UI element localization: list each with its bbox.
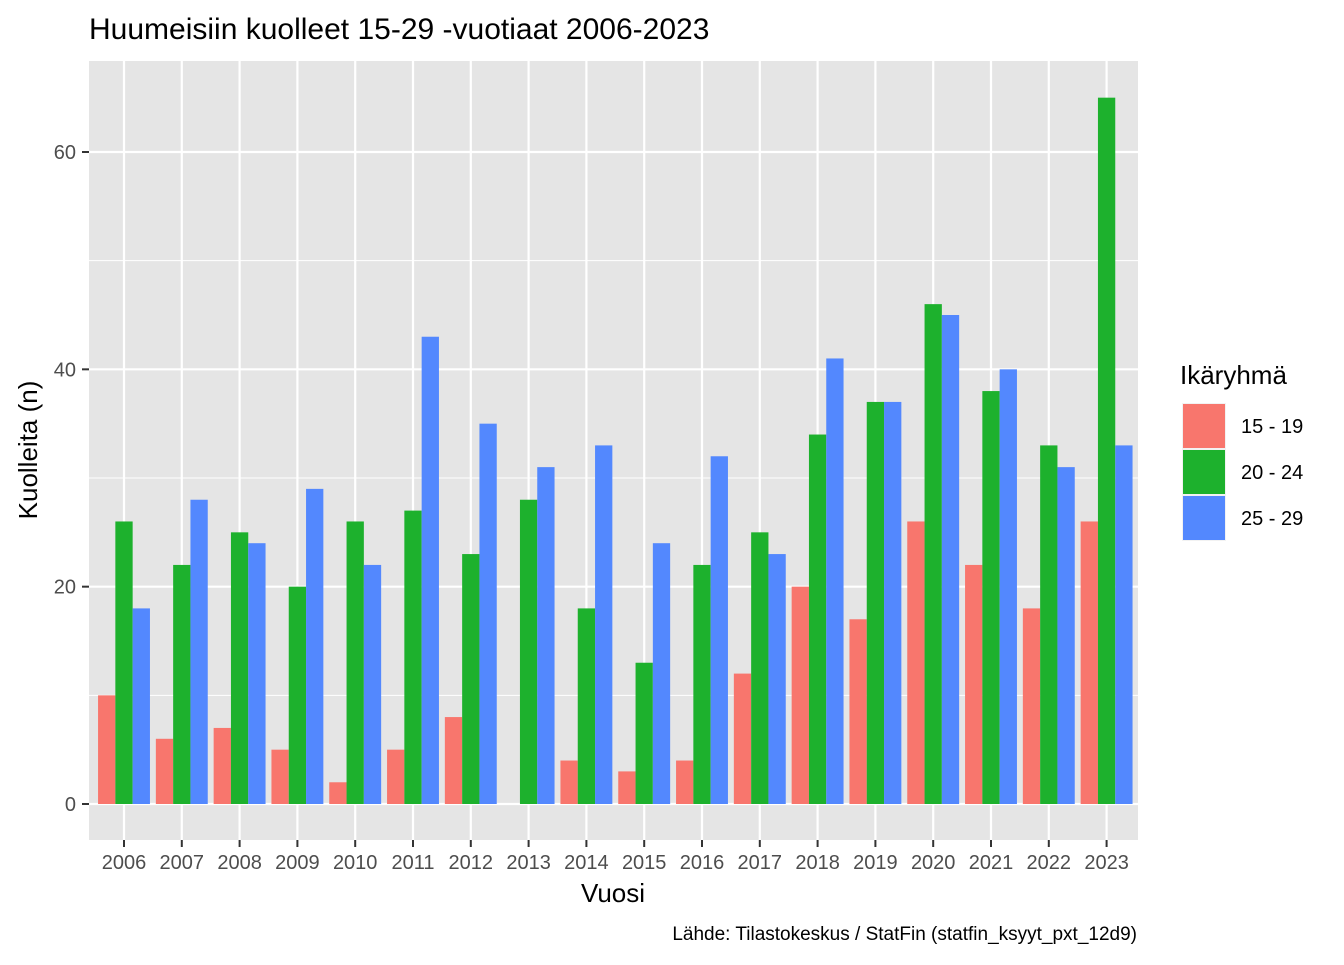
bar [618, 771, 636, 804]
bar [155, 738, 174, 804]
x-tick-label: 2014 [564, 852, 609, 874]
y-tick-label: 40 [54, 359, 76, 381]
bar [941, 315, 960, 804]
bar [560, 760, 578, 804]
bar [115, 521, 133, 804]
chart-title: Huumeisiin kuolleet 15-29 -vuotiaat 2006… [89, 13, 709, 46]
bar [288, 586, 307, 804]
caption: Lähde: Tilastokeskus / StatFin (statfin_… [672, 924, 1137, 945]
x-tick-label: 2020 [911, 852, 956, 874]
bar [1115, 445, 1133, 804]
bar [751, 532, 769, 804]
bar [329, 782, 347, 804]
bar [999, 369, 1017, 804]
x-tick-label: 2022 [1027, 852, 1072, 874]
y-tick-label: 20 [54, 577, 76, 599]
x-tick-label: 2007 [160, 852, 205, 874]
bar [444, 717, 463, 804]
bar [132, 608, 150, 804]
bar [676, 760, 694, 804]
bar [768, 554, 786, 804]
x-tick-label: 2023 [1084, 852, 1129, 874]
bar [924, 304, 942, 804]
y-axis-title: Kuolleita (n) [13, 381, 43, 520]
bar [271, 749, 289, 804]
legend-key [1183, 450, 1225, 494]
bar [884, 401, 902, 804]
bar [693, 564, 711, 804]
legend-key [1183, 496, 1225, 540]
bar [98, 695, 116, 804]
x-axis-title: Vuosi [581, 878, 645, 908]
bar [1097, 97, 1116, 804]
bar [190, 499, 208, 804]
x-tick-label: 2021 [969, 852, 1014, 874]
bar [710, 456, 728, 804]
x-tick-label: 2017 [738, 852, 783, 874]
legend-label: 15 - 19 [1241, 416, 1303, 438]
bar [537, 467, 555, 804]
bar [346, 521, 364, 804]
x-tick-label: 2015 [622, 852, 667, 874]
bar [306, 488, 324, 804]
x-tick-label: 2019 [853, 852, 898, 874]
bar [363, 564, 382, 804]
legend: Ikäryhmä 15 - 19 20 - 24 25 - 29 [1180, 360, 1303, 541]
y-tick-label: 60 [54, 142, 76, 164]
x-tick-label: 2009 [275, 852, 320, 874]
bar [577, 608, 596, 804]
x-tick-label: 2011 [391, 852, 434, 874]
x-tick-label: 2012 [449, 852, 494, 874]
bar [733, 673, 752, 804]
bar [230, 532, 249, 804]
bar [849, 619, 867, 804]
bar [907, 521, 925, 804]
bar [462, 554, 480, 804]
bar [652, 543, 671, 804]
legend-key [1183, 404, 1225, 448]
bar [1057, 467, 1075, 804]
y-tick-label: 0 [65, 794, 76, 816]
bar [982, 391, 1000, 804]
bar [1040, 445, 1058, 804]
x-tick-label: 2013 [506, 852, 551, 874]
bar [213, 727, 231, 804]
bar [387, 749, 405, 804]
bar [635, 662, 653, 804]
legend-label: 20 - 24 [1241, 462, 1303, 484]
bar [965, 564, 983, 804]
bar [1022, 608, 1041, 804]
x-tick-label: 2006 [102, 852, 147, 874]
bar [173, 564, 191, 804]
bar [479, 423, 497, 804]
bar [519, 499, 538, 804]
bar [1080, 521, 1098, 804]
legend-title: Ikäryhmä [1180, 360, 1287, 390]
x-tick-label: 2008 [217, 852, 262, 874]
bar [808, 434, 827, 804]
x-tick-label: 2016 [680, 852, 725, 874]
x-tick-label: 2018 [795, 852, 840, 874]
bar [421, 336, 439, 804]
bar [791, 586, 809, 804]
axes: 0 20 40 60 2006 2007 2008 2009 2010 2011 2012 2013 2… [54, 142, 1129, 874]
bar [866, 401, 885, 804]
bar [826, 358, 844, 804]
bar [248, 543, 266, 804]
bar [595, 445, 613, 804]
bar [404, 510, 422, 804]
bars [98, 97, 1133, 804]
x-tick-label: 2010 [333, 852, 378, 874]
legend-label: 25 - 29 [1241, 508, 1303, 530]
